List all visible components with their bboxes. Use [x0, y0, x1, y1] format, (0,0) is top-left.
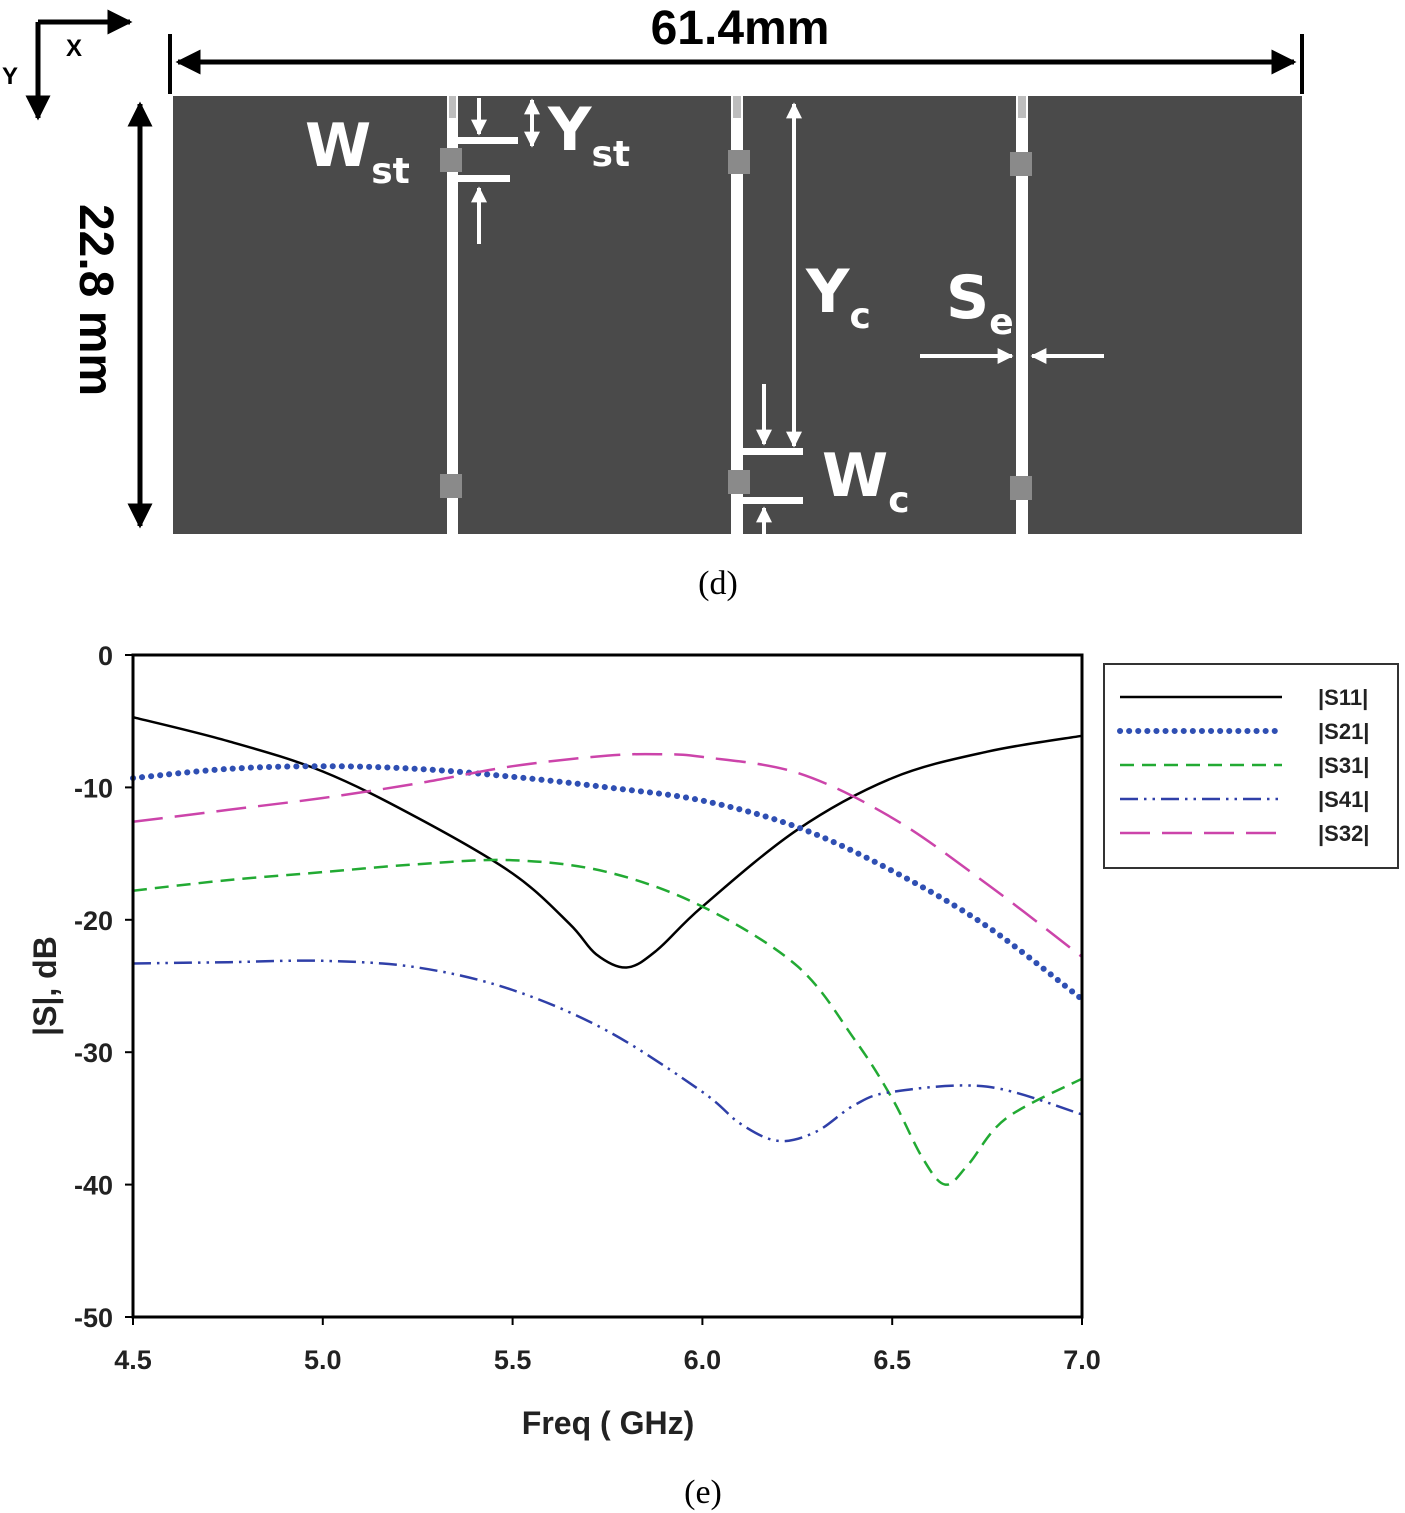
- coordinate-axes: X Y: [2, 9, 133, 121]
- stub-1-upper: [456, 137, 518, 144]
- x-tick-label: 6.5: [873, 1345, 911, 1375]
- series-line-s11: [132, 715, 1083, 969]
- y-tick-label: -40: [74, 1171, 113, 1201]
- y-tick-label: -20: [74, 906, 113, 936]
- slot-3-top-gap: [1018, 96, 1026, 118]
- height-label: 22.8 mm: [69, 204, 122, 396]
- x-tick-label: 6.0: [684, 1345, 722, 1375]
- slot-1-top-gap: [449, 96, 456, 118]
- series-layer: [130, 715, 1085, 1186]
- layout-diagram: X Y 61.4mm 22.8 mm Wst: [2, 2, 1304, 602]
- coupler-lower: [741, 497, 803, 504]
- y-tick-label: -30: [74, 1038, 113, 1068]
- y-tick-label: -10: [74, 773, 113, 803]
- caption-e: (e): [684, 1474, 722, 1511]
- caption-d: (d): [698, 565, 738, 602]
- legend-label: |S41|: [1318, 787, 1369, 812]
- legend-label: |S11|: [1318, 685, 1368, 710]
- series-line-s31: [132, 858, 1083, 1186]
- slot-2-pad-top: [728, 150, 750, 174]
- x-tick-label: 5.5: [494, 1345, 532, 1375]
- ticks-layer: 4.5 5.0 5.5 6.0 6.5 7.0 0 -10 -20 -30 -40 -50: [74, 641, 1101, 1375]
- x-axis-title: Freq ( GHz): [522, 1405, 694, 1441]
- y-st-label: Yst: [547, 95, 630, 175]
- s-e-label: Se: [946, 263, 1014, 343]
- coupler-upper: [741, 448, 803, 455]
- series-line-s32: [132, 752, 1083, 958]
- x-tick-label: 4.5: [114, 1345, 152, 1375]
- y-axis-title: |S|, dB: [27, 936, 63, 1036]
- width-label: 61.4mm: [651, 2, 830, 55]
- x-tick-label: 7.0: [1063, 1345, 1101, 1375]
- stub-1-lower: [456, 175, 510, 182]
- y-tick-label: -50: [74, 1303, 113, 1333]
- slot-3-pad-top: [1010, 152, 1032, 176]
- y-axis-label: Y: [2, 63, 18, 90]
- plot-frame: [131, 653, 1084, 1319]
- slot-line-1: [447, 96, 458, 534]
- slot-2-pad-bottom: [728, 470, 750, 494]
- legend-label: |S21|: [1318, 719, 1369, 744]
- slot-1-pad-top: [440, 148, 462, 172]
- slot-1-pad-bottom: [440, 474, 462, 498]
- x-tick-label: 5.0: [304, 1345, 342, 1375]
- slot-3-pad-bottom: [1010, 476, 1032, 500]
- series-line-s21: [130, 763, 1085, 1003]
- w-c-label: Wc: [822, 441, 910, 521]
- slot-line-3: [1016, 96, 1028, 534]
- x-axis-label: X: [66, 35, 82, 62]
- legend: |S11| |S21| |S31| |S41| |S32|: [1103, 663, 1399, 869]
- slot-2-top-gap: [733, 96, 741, 118]
- y-c-label: Yc: [805, 257, 871, 337]
- legend-label: |S31|: [1318, 753, 1369, 778]
- s-parameter-chart: 4.5 5.0 5.5 6.0 6.5 7.0 0 -10 -20 -30 -40 -50 Freq …: [27, 641, 1399, 1511]
- legend-label: |S32|: [1318, 821, 1369, 846]
- series-line-s41: [132, 959, 1083, 1143]
- y-tick-label: 0: [98, 641, 113, 671]
- w-st-label: Wst: [305, 111, 410, 192]
- slot-line-2: [731, 96, 743, 534]
